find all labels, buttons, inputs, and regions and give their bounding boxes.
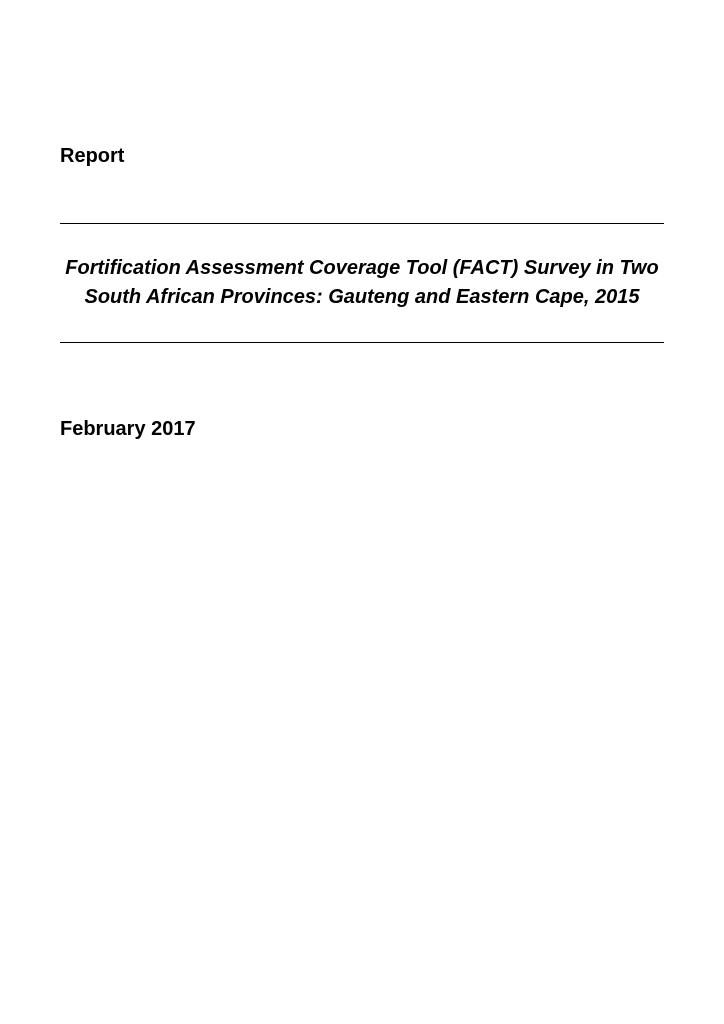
- title-block: Fortification Assessment Coverage Tool (…: [60, 224, 664, 342]
- document-title: Fortification Assessment Coverage Tool (…: [60, 254, 664, 312]
- bottom-divider: [60, 342, 664, 343]
- document-date: February 2017: [60, 418, 664, 441]
- document-type-label: Report: [60, 145, 664, 168]
